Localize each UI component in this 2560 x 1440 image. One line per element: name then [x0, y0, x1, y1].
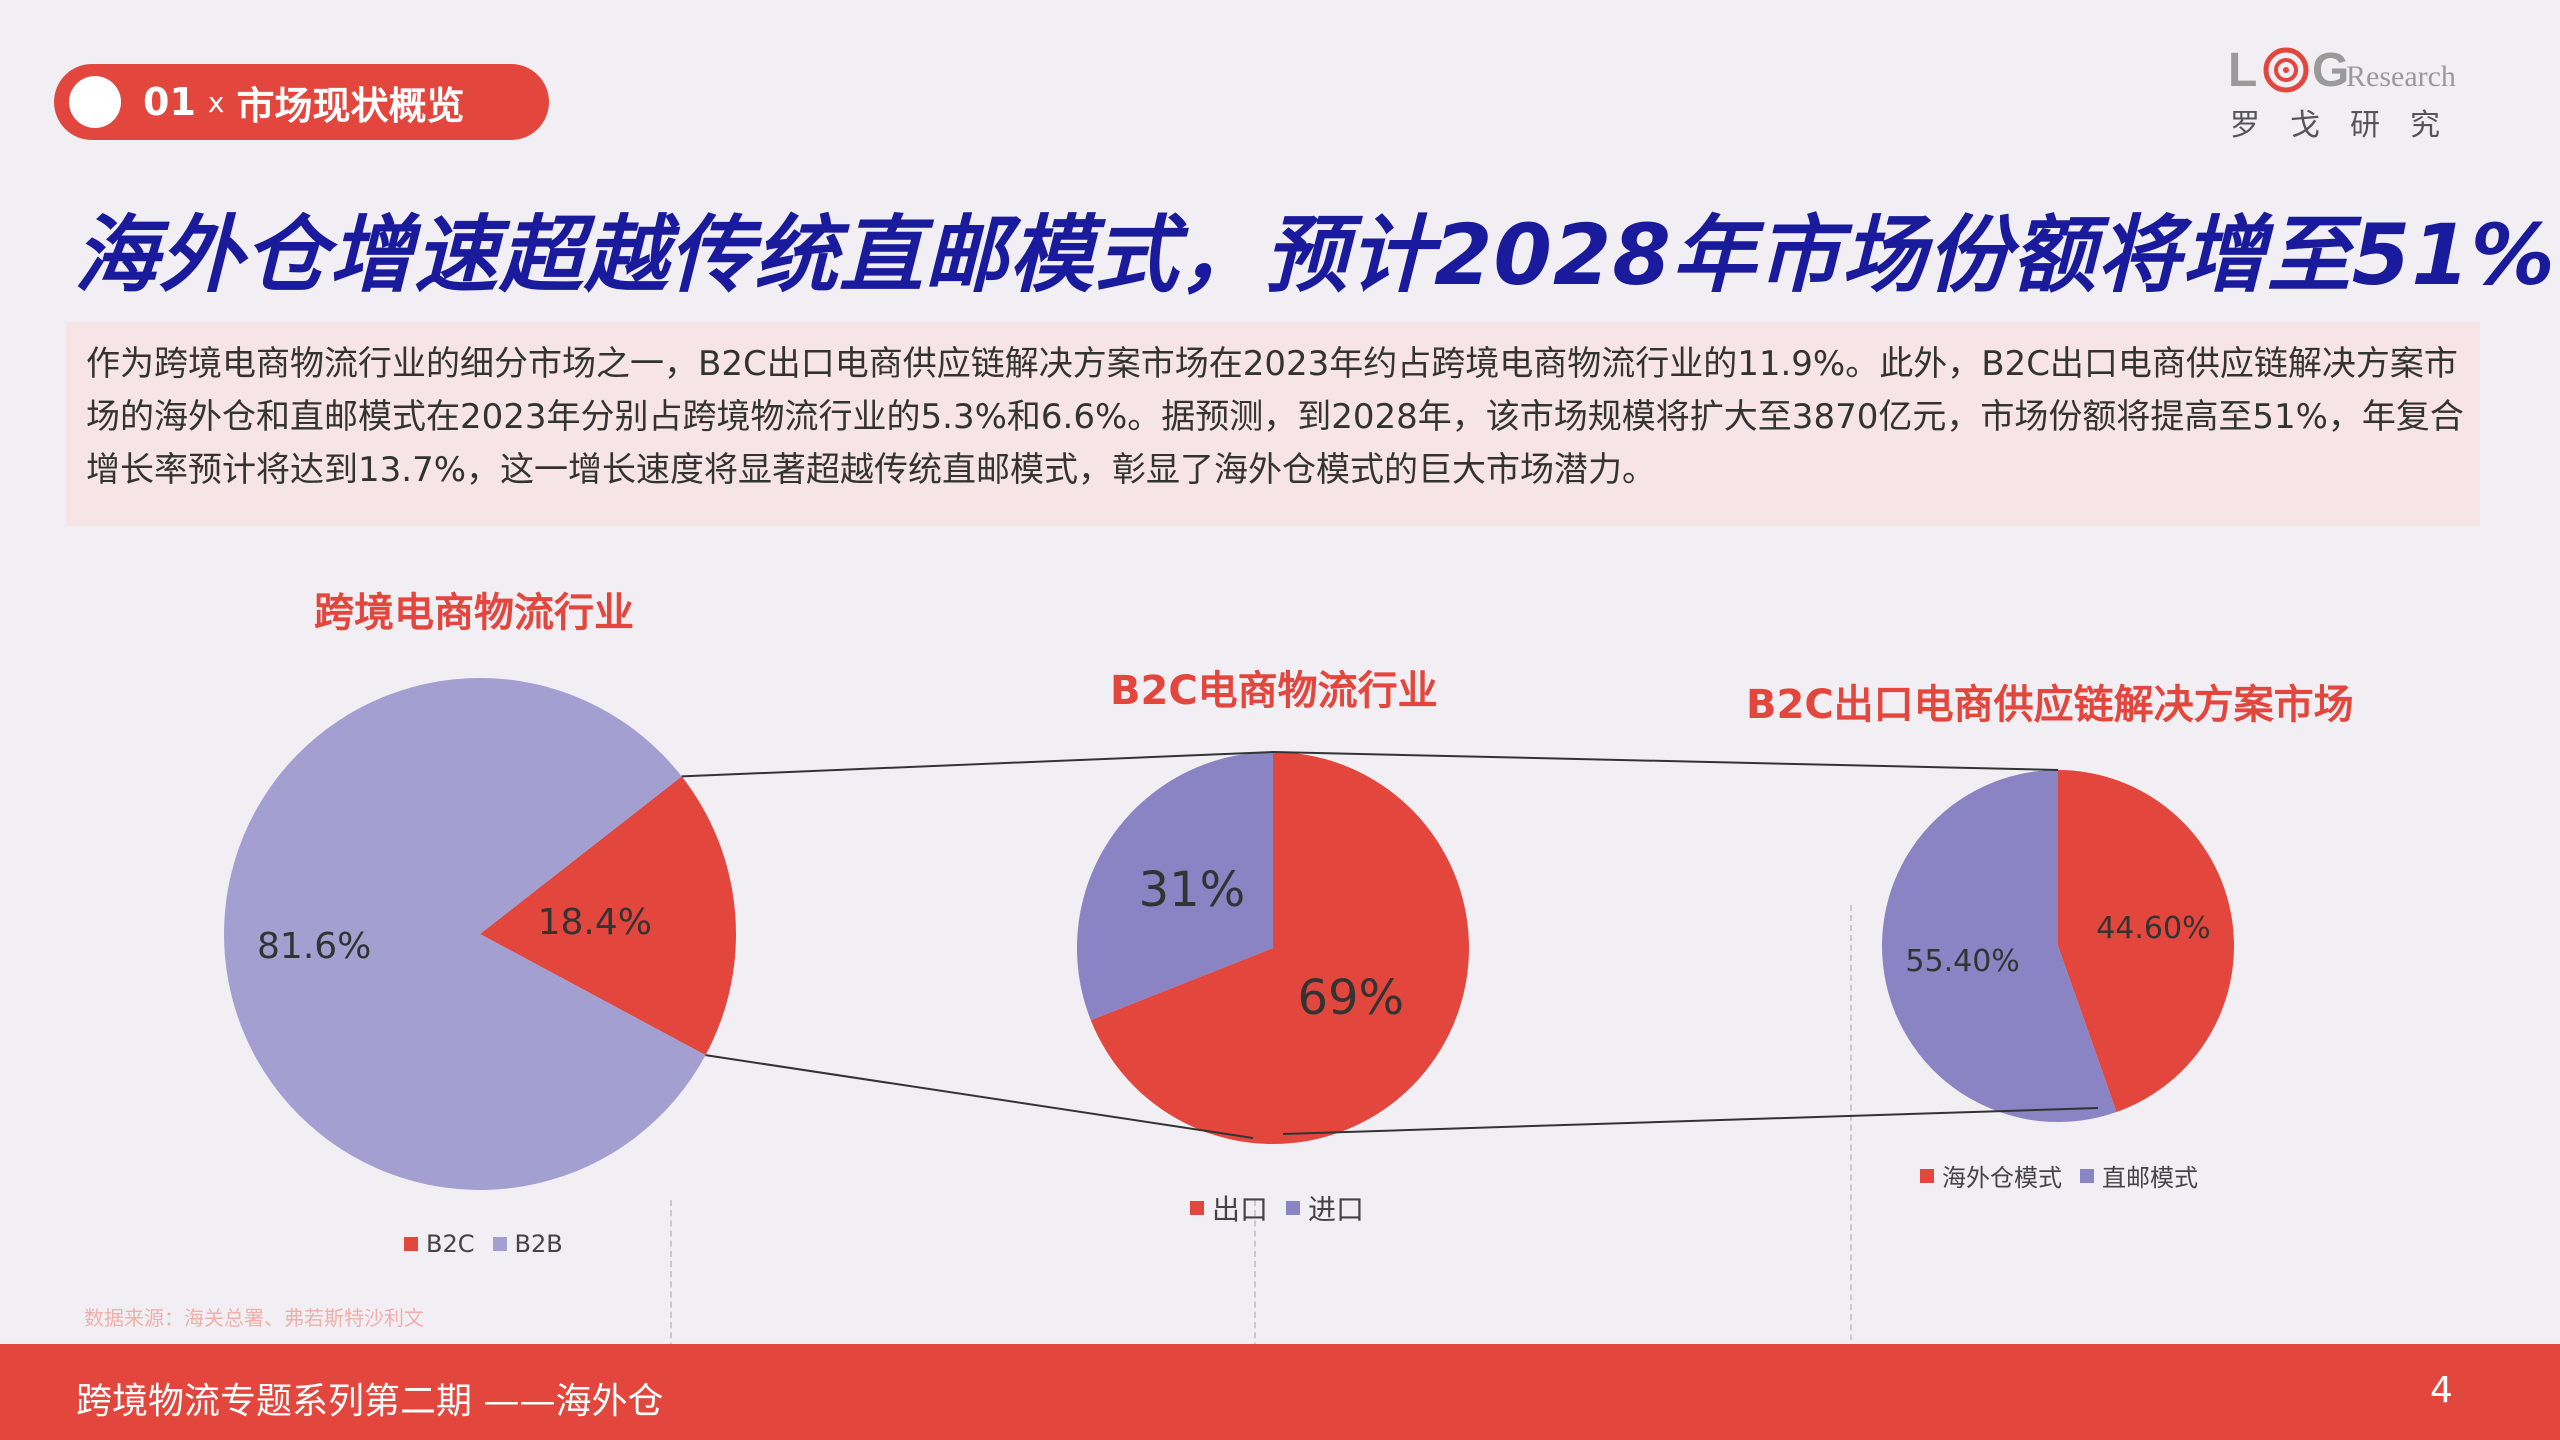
legend-item-export: 出口	[1190, 1188, 1268, 1228]
pie-label-直邮模式: 55.40%	[1905, 944, 2019, 979]
page-title: 海外仓增速超越传统直邮模式，预计2028年市场份额将增至51%	[74, 206, 2556, 304]
legend-chart-3: 海外仓模式 直邮模式	[1920, 1158, 2216, 1193]
logo-letter-l: L	[2228, 44, 2257, 97]
connector-line	[681, 751, 1274, 778]
legend-chart-2: 出口 进口	[1190, 1188, 1382, 1228]
pie-label-B2B: 81.6%	[257, 926, 371, 967]
chart-title-b2c: B2C电商物流行业	[1110, 668, 1438, 714]
legend-item-b2c: B2C	[404, 1230, 475, 1258]
logo: L G Research	[2228, 44, 2456, 97]
legend-swatch	[1286, 1201, 1301, 1215]
intro-box	[66, 322, 2480, 526]
logo-chinese-name: 罗戈研究	[2230, 108, 2470, 143]
pie-chart-2: 69% 31%	[1076, 751, 1469, 1144]
legend-swatch	[404, 1237, 418, 1251]
legend-item-overseas-warehouse: 海外仓模式	[1920, 1158, 2062, 1193]
section-pill: 01 x 市场现状概览	[54, 64, 549, 140]
logo-letter-g: G	[2312, 44, 2349, 97]
footer-bar	[0, 1344, 2560, 1440]
chart-title-b2c-export: B2C出口电商供应链解决方案市场	[1746, 682, 2354, 728]
pie-chart-1: 18.4% 81.6%	[224, 678, 736, 1191]
legend-item-import: 进口	[1286, 1188, 1364, 1228]
logo-target-icon	[2263, 47, 2309, 93]
section-number: 01	[143, 80, 196, 124]
legend-swatch	[492, 1237, 507, 1251]
pie-chart-3: 44.60% 55.40%	[1882, 770, 2234, 1122]
pie-slice-海外仓模式	[2058, 770, 2234, 1112]
pie-slice-B2C	[480, 776, 736, 1056]
section-label: 市场现状概览	[236, 83, 465, 128]
legend-swatch	[1190, 1201, 1204, 1215]
connector-line	[1272, 751, 2059, 771]
divider-line	[670, 1200, 672, 1440]
logo-research: Research	[2346, 60, 2456, 93]
footer-series-title: 跨境物流专题系列第二期 ——海外仓	[76, 1381, 664, 1422]
legend-swatch	[1920, 1168, 1934, 1183]
legend-item-b2b: B2B	[492, 1230, 563, 1258]
connector-line	[1282, 1107, 2099, 1135]
pie-slice-B2B	[224, 678, 706, 1191]
divider-line	[1254, 1200, 1256, 1440]
chart-title-cross-border: 跨境电商物流行业	[314, 590, 634, 636]
connector-line	[705, 1054, 1254, 1139]
pie-slice-直邮模式	[1882, 770, 2117, 1122]
pie-label-B2C: 18.4%	[538, 902, 652, 943]
intro-text: 作为跨境电商物流行业的细分市场之一，B2C出口电商供应链解决方案市场在2023年…	[86, 344, 2464, 490]
pie-slice-进口	[1076, 751, 1273, 1021]
pie-slice-出口	[1090, 751, 1469, 1144]
legend-swatch	[2080, 1168, 2094, 1183]
source-note: 数据来源：海关总署、弗若斯特沙利文	[84, 1306, 424, 1330]
pie-label-海外仓模式: 44.60%	[2096, 911, 2210, 946]
section-separator: x	[207, 85, 225, 119]
section-dot	[69, 76, 121, 128]
legend-chart-1: B2C B2B	[404, 1230, 581, 1258]
divider-line	[1850, 905, 1852, 1440]
pie-label-出口: 69%	[1297, 970, 1404, 1026]
page-number: 4	[2430, 1370, 2453, 1411]
pie-label-进口: 31%	[1139, 862, 1246, 918]
legend-item-direct-mail: 直邮模式	[2080, 1158, 2198, 1193]
